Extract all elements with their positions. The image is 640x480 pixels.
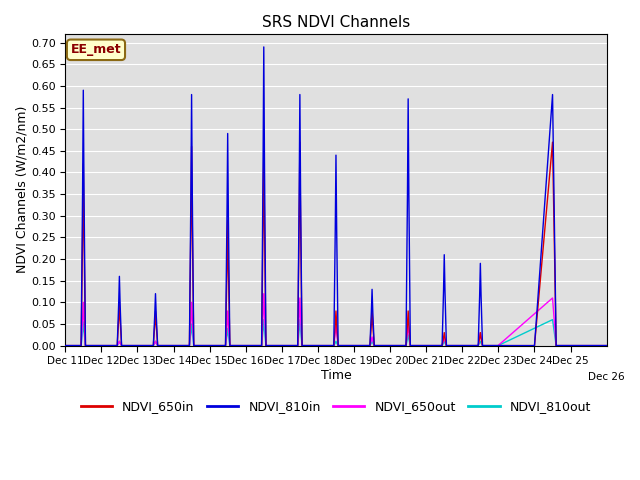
NDVI_650out xyxy=(458,343,466,348)
NDVI_810out xyxy=(603,343,611,348)
Line: NDVI_810in: NDVI_810in xyxy=(65,47,607,346)
NDVI_650in xyxy=(61,343,69,348)
NDVI_810in xyxy=(603,343,611,348)
Line: NDVI_650out: NDVI_650out xyxy=(65,294,607,346)
X-axis label: Time: Time xyxy=(321,369,351,382)
NDVI_650out xyxy=(61,343,69,348)
NDVI_810in xyxy=(440,288,447,294)
Legend: NDVI_650in, NDVI_810in, NDVI_650out, NDVI_810out: NDVI_650in, NDVI_810in, NDVI_650out, NDV… xyxy=(76,396,596,419)
NDVI_810in xyxy=(260,44,268,50)
NDVI_810in xyxy=(441,288,449,294)
NDVI_650in xyxy=(458,343,466,348)
NDVI_650in xyxy=(406,343,414,348)
NDVI_810out xyxy=(205,343,213,348)
NDVI_810in xyxy=(406,343,414,348)
NDVI_650out xyxy=(260,291,268,297)
NDVI_810out xyxy=(387,343,394,348)
NDVI_650out xyxy=(603,343,611,348)
NDVI_650out xyxy=(443,343,451,348)
NDVI_650in xyxy=(603,343,611,348)
Title: SRS NDVI Channels: SRS NDVI Channels xyxy=(262,15,410,30)
NDVI_810in xyxy=(350,343,358,348)
NDVI_650out xyxy=(552,343,560,348)
NDVI_650in xyxy=(441,335,449,341)
NDVI_810out xyxy=(443,343,451,348)
NDVI_810out xyxy=(552,343,560,348)
NDVI_810out xyxy=(260,317,268,323)
NDVI_810out xyxy=(118,343,125,348)
NDVI_650out xyxy=(205,343,213,348)
Y-axis label: NDVI Channels (W/m2/nm): NDVI Channels (W/m2/nm) xyxy=(15,106,28,274)
NDVI_810in xyxy=(61,343,69,348)
NDVI_650in xyxy=(440,330,448,336)
NDVI_650out xyxy=(387,343,394,348)
Text: Dec 26: Dec 26 xyxy=(588,372,625,382)
NDVI_810in xyxy=(440,252,448,258)
NDVI_810in xyxy=(458,343,466,348)
NDVI_650in xyxy=(296,139,304,145)
NDVI_810out xyxy=(458,343,466,348)
Text: EE_met: EE_met xyxy=(70,43,122,56)
NDVI_650in xyxy=(440,335,447,341)
NDVI_810out xyxy=(61,343,69,348)
Line: NDVI_810out: NDVI_810out xyxy=(65,320,607,346)
NDVI_650in xyxy=(350,343,358,348)
NDVI_650out xyxy=(118,343,125,348)
Line: NDVI_650in: NDVI_650in xyxy=(65,142,607,346)
